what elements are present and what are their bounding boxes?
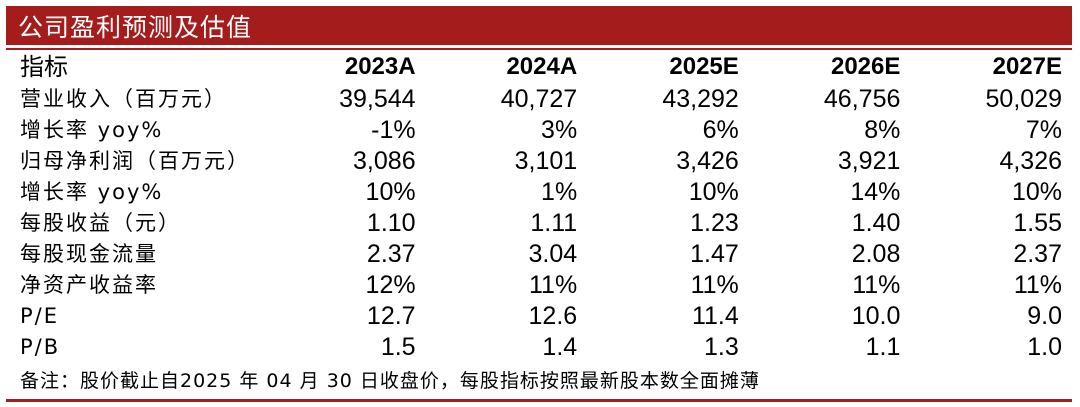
- year-column-header: 2027E: [992, 53, 1062, 80]
- table-row: P/B 1.5 1.4 1.3 1.1 1.0: [6, 332, 1072, 363]
- metric-value-cell: 2.08: [851, 240, 901, 268]
- metric-value-cell: 3,921: [837, 147, 901, 175]
- metric-value-cell: 3.04: [528, 240, 578, 268]
- metric-value-cell: 1.40: [851, 209, 901, 237]
- metric-value-cell: 14%: [850, 178, 901, 206]
- metric-value-cell: 7%: [1025, 116, 1062, 144]
- metric-value-cell: 1.23: [690, 209, 739, 237]
- top-divider: [6, 48, 1072, 50]
- title-bar: 公司盈利预测及估值: [6, 6, 1072, 45]
- metric-value-cell: 11%: [1013, 271, 1062, 299]
- metric-value-cell: 4,326: [999, 147, 1062, 175]
- bottom-divider: [6, 399, 1072, 402]
- metric-value-cell: 1.47: [690, 240, 739, 268]
- metric-value-cell: 1.3: [704, 333, 739, 361]
- table-row: 营业收入（百万元） 39,544 40,727 43,292 46,756 50,029: [6, 84, 1072, 115]
- table-row: 净资产收益率 12% 11% 11% 11% 11%: [6, 270, 1072, 301]
- metric-value-cell: 10%: [365, 178, 416, 206]
- metric-label: 每股现金流量: [20, 242, 158, 266]
- metric-value-cell: 39,544: [339, 85, 416, 113]
- metric-value-cell: 8%: [864, 116, 901, 144]
- table-title: 公司盈利预测及估值: [18, 12, 253, 42]
- metric-value-cell: 1.0: [1027, 333, 1062, 361]
- metric-label: P/B: [20, 335, 61, 359]
- year-column-header: 2024A: [506, 53, 578, 80]
- metric-value-cell: 46,756: [823, 85, 901, 113]
- metric-value-cell: 2.37: [1013, 240, 1062, 268]
- metric-value-cell: 1%: [541, 178, 578, 206]
- metric-value-cell: 11%: [529, 271, 578, 299]
- metric-label: 净资产收益率: [20, 273, 158, 297]
- metric-value-cell: 1.55: [1013, 209, 1062, 237]
- metric-value-cell: 43,292: [662, 85, 739, 113]
- metric-value-cell: 12.6: [528, 302, 578, 330]
- metric-value-cell: 3,086: [353, 147, 416, 175]
- metric-value-cell: 1.1: [865, 333, 901, 361]
- metric-value-cell: 1.5: [380, 333, 416, 361]
- table-row: 增长率 yoy% -1% 3% 6% 8% 7%: [6, 115, 1072, 146]
- metric-value-cell: 50,029: [985, 85, 1062, 113]
- metric-value-cell: 11%: [690, 271, 739, 299]
- year-column-header: 2023A: [344, 53, 416, 80]
- table-row: 归母净利润（百万元） 3,086 3,101 3,426 3,921 4,326: [6, 146, 1072, 177]
- metric-value-cell: -1%: [371, 116, 416, 144]
- metric-value-cell: 10.0: [851, 302, 901, 330]
- table-header-row: 指标 2023A 2024A 2025E 2026E 2027E: [6, 50, 1072, 84]
- metric-label: 归母净利润（百万元）: [20, 149, 250, 173]
- metric-value-cell: 40,727: [500, 85, 578, 113]
- metric-value-cell: 12%: [365, 271, 416, 299]
- table-body: 营业收入（百万元） 39,544 40,727 43,292 46,756 50,029 增…: [6, 84, 1072, 363]
- metric-value-cell: 11.4: [691, 302, 739, 330]
- earnings-forecast-table: 指标 2023A 2024A 2025E 2026E 2027E 营业收入（百万…: [6, 50, 1072, 363]
- metric-column-header: 指标: [20, 53, 68, 81]
- metric-value-cell: 1.10: [366, 209, 416, 237]
- metric-value-cell: 6%: [702, 116, 739, 144]
- metric-value-cell: 1.4: [542, 333, 578, 361]
- metric-value-cell: 12.7: [366, 302, 416, 330]
- metric-value-cell: 3,426: [676, 147, 739, 175]
- metric-label: P/E: [20, 304, 60, 328]
- metric-value-cell: 9.0: [1027, 302, 1062, 330]
- year-column-header: 2026E: [830, 53, 901, 80]
- metric-label: 增长率 yoy%: [20, 118, 164, 142]
- metric-value-cell: 1.11: [530, 209, 578, 237]
- metric-label: 每股收益（元）: [20, 211, 181, 235]
- metric-value-cell: 3%: [541, 116, 578, 144]
- year-column-header: 2025E: [669, 53, 739, 80]
- metric-label: 增长率 yoy%: [20, 180, 164, 204]
- metric-value-cell: 10%: [688, 178, 739, 206]
- table-row: 增长率 yoy% 10% 1% 10% 14% 10%: [6, 177, 1072, 208]
- footnote: 备注：股价截止自2025 年 04 月 30 日收盘价，每股指标按照最新股本数全…: [20, 370, 760, 392]
- table-row: 每股现金流量 2.37 3.04 1.47 2.08 2.37: [6, 239, 1072, 270]
- metric-value-cell: 3,101: [514, 147, 578, 175]
- metric-value-cell: 11%: [852, 271, 901, 299]
- metric-value-cell: 2.37: [366, 240, 416, 268]
- metric-value-cell: 10%: [1011, 178, 1062, 206]
- table-row: 每股收益（元） 1.10 1.11 1.23 1.40 1.55: [6, 208, 1072, 239]
- metric-label: 营业收入（百万元）: [20, 87, 227, 111]
- table-row: P/E 12.7 12.6 11.4 10.0 9.0: [6, 301, 1072, 332]
